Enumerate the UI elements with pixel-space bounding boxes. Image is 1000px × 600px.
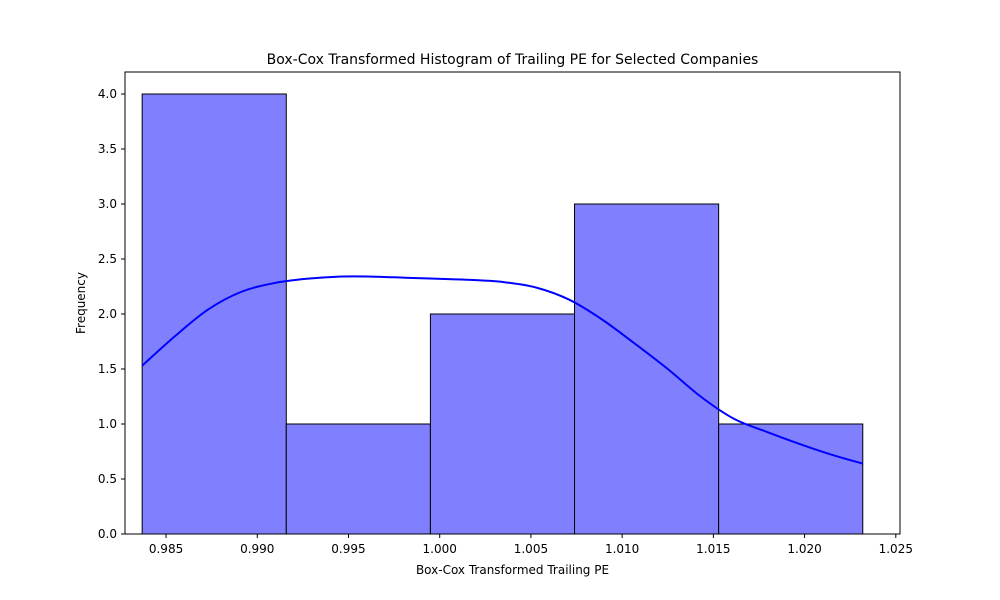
x-tick-label: 0.995 — [331, 542, 365, 556]
chart-title: Box-Cox Transformed Histogram of Trailin… — [267, 52, 759, 68]
y-tick-label: 3.0 — [98, 197, 117, 211]
y-tick-label: 1.5 — [98, 362, 117, 376]
x-tick-label: 0.990 — [240, 542, 274, 556]
histogram-bar-1 — [141, 93, 287, 535]
histogram-bar-2 — [285, 423, 431, 535]
y-tick-label: 0.0 — [98, 527, 117, 541]
y-tick-label: 3.5 — [98, 142, 117, 156]
x-tick-label: 1.000 — [423, 542, 457, 556]
y-tick-label: 0.5 — [98, 472, 117, 486]
x-tick-label: 1.010 — [605, 542, 639, 556]
x-axis: 0.985 0.990 0.995 1.000 1.005 1.010 1.015 1.020… — [149, 534, 913, 556]
x-tick-label: 1.015 — [696, 542, 730, 556]
histogram-bar-5 — [718, 423, 864, 535]
y-axis-label: Frequency — [74, 272, 88, 334]
plot-frame — [124, 71, 901, 535]
kde-line — [141, 275, 864, 465]
y-tick-label: 2.5 — [98, 252, 117, 266]
bars-layer — [141, 93, 864, 535]
x-tick-label: 1.020 — [787, 542, 821, 556]
x-tick-label: 1.005 — [514, 542, 548, 556]
x-axis-label: Box-Cox Transformed Trailing PE — [416, 563, 609, 577]
y-axis: 0.0 0.5 1.0 1.5 2.0 2.5 3.0 3.5 4.0 — [98, 87, 125, 541]
y-tick-label: 2.0 — [98, 307, 117, 321]
histogram-bar-4 — [574, 203, 720, 535]
x-tick-label: 0.985 — [149, 542, 183, 556]
histogram-bar-3 — [429, 313, 576, 535]
y-tick-label: 1.0 — [98, 417, 117, 431]
x-tick-label: 1.025 — [879, 542, 913, 556]
y-tick-label: 4.0 — [98, 87, 117, 101]
